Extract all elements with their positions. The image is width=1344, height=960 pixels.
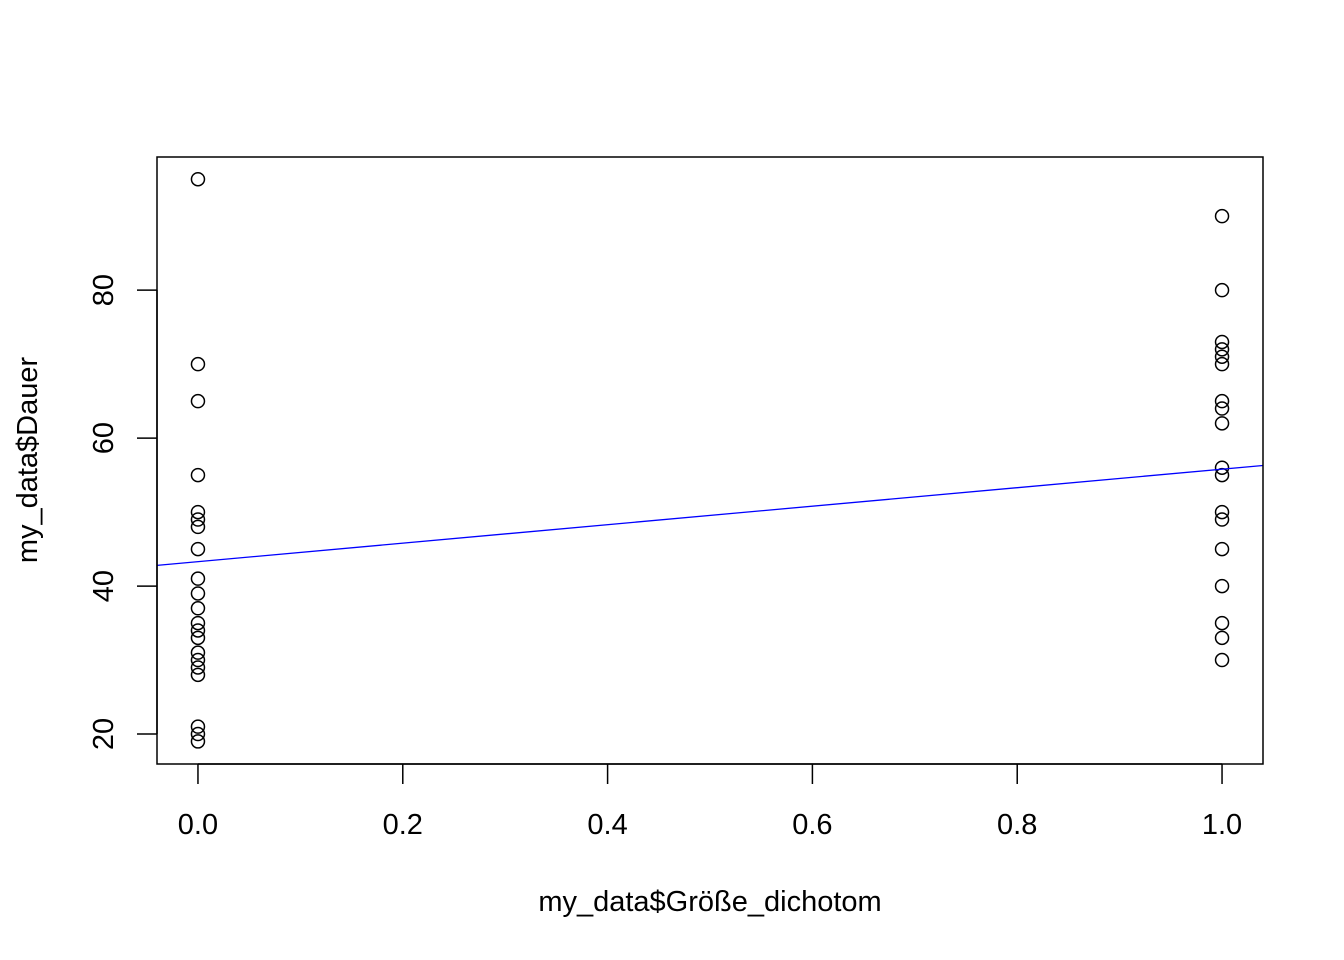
data-point (1214, 334, 1230, 350)
x-tick-label: 0.8 (997, 809, 1037, 841)
data-point (1214, 512, 1230, 527)
data-point (190, 630, 206, 646)
data-point (1214, 349, 1230, 364)
x-tick-label: 0.2 (383, 809, 423, 841)
data-point (190, 541, 206, 557)
data-point (190, 356, 206, 372)
x-tick-label: 0.4 (587, 809, 627, 841)
data-point (190, 623, 206, 638)
data-point (1214, 467, 1230, 483)
data-point (190, 504, 206, 520)
regression-line (156, 464, 1264, 567)
data-point (1214, 504, 1230, 520)
data-point (1214, 630, 1230, 646)
data-point (190, 512, 206, 527)
data-point (1214, 356, 1230, 372)
data-point (190, 601, 206, 616)
data-point (190, 171, 206, 187)
data-point (190, 719, 206, 734)
data-point (1214, 615, 1230, 631)
data-point (1214, 393, 1230, 409)
data-point (190, 467, 206, 483)
data-point (1214, 401, 1230, 416)
data-point (190, 667, 206, 683)
x-tick-label: 1.0 (1202, 809, 1242, 841)
data-point (190, 615, 206, 631)
data-point (1214, 342, 1230, 357)
data-point (190, 734, 206, 749)
data-point (1214, 460, 1230, 475)
data-point (1214, 541, 1230, 557)
data-point (1214, 578, 1230, 594)
data-point (1214, 416, 1230, 431)
data-point (190, 586, 206, 601)
x-tick-label: 0.0 (178, 809, 218, 841)
data-point (1214, 282, 1230, 298)
data-point (190, 660, 206, 675)
data-point (1214, 652, 1230, 668)
x-tick-label: 0.6 (792, 809, 832, 841)
data-point (190, 645, 206, 660)
x-axis-label: my_data$Größe_dichotom (538, 886, 881, 918)
plot-frame (156, 156, 1264, 765)
y-tick-label: 80 (88, 274, 120, 306)
y-tick-label: 60 (88, 422, 120, 454)
y-tick-label: 20 (88, 718, 120, 750)
data-point (190, 652, 206, 668)
data-point (190, 726, 206, 742)
data-point (190, 571, 206, 586)
data-point (1214, 208, 1230, 224)
data-point (190, 519, 206, 535)
data-point (190, 393, 206, 409)
y-tick-label: 40 (88, 570, 120, 602)
y-axis-label: my_data$Dauer (12, 356, 44, 563)
